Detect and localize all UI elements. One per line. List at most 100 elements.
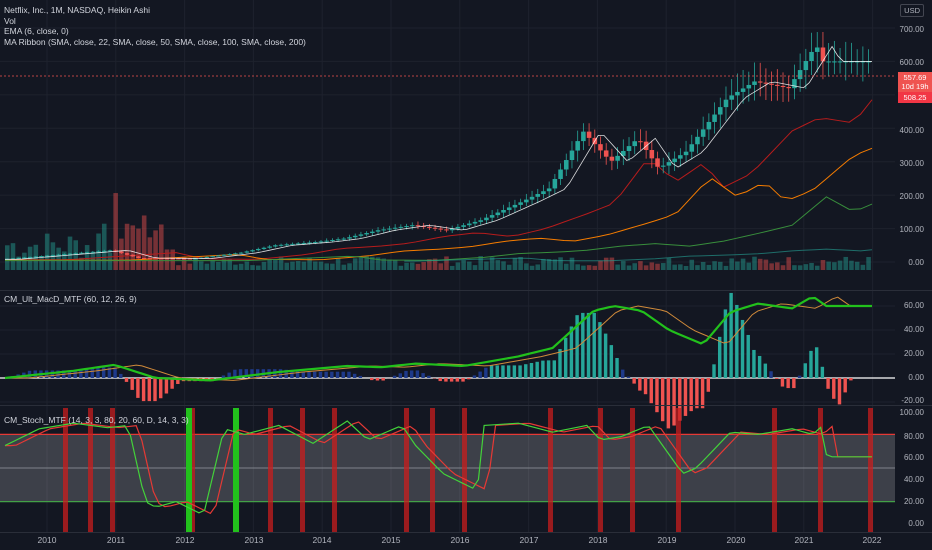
macd-histogram-bar [581, 312, 585, 378]
candle-body [409, 225, 415, 227]
candle-body [666, 162, 672, 166]
volume-indicator-label[interactable]: Vol [4, 15, 16, 26]
volume-bar [5, 245, 10, 270]
macd-histogram-bar [832, 378, 836, 399]
volume-bar [364, 256, 369, 270]
volume-bar [809, 262, 814, 270]
candle-body [90, 251, 96, 253]
candle-body [449, 228, 455, 231]
volume-bar [73, 240, 79, 270]
stoch-axis[interactable]: 100.00 80.00 60.00 40.00 20.00 0.00 [894, 405, 932, 532]
macd-tick: 40.00 [903, 325, 924, 334]
candle-body [763, 82, 769, 84]
stoch-overbought-marker [110, 408, 115, 532]
macd-histogram-bar [84, 369, 89, 378]
candle-body [706, 121, 712, 130]
volume-bar [79, 257, 84, 270]
currency-badge[interactable]: USD [900, 4, 924, 17]
candle-body [358, 234, 364, 236]
candle-body [67, 253, 73, 255]
candle-body [832, 61, 837, 63]
macd-histogram-bar [341, 371, 345, 378]
candle-body [324, 240, 329, 242]
volume-bar [524, 263, 529, 270]
volume-bar [147, 237, 153, 270]
year-label: 2014 [312, 535, 332, 545]
candle-body [809, 51, 814, 62]
candle-body [170, 258, 175, 260]
volume-bar [775, 262, 780, 270]
candle-body [432, 227, 438, 229]
macd-histogram-bar [809, 350, 813, 378]
candle-body [615, 155, 620, 161]
volume-bar [603, 257, 609, 270]
candle-body [797, 70, 803, 80]
stoch-overbought-marker [598, 408, 603, 532]
candle-body [712, 114, 717, 122]
macd-histogram-bar [752, 349, 756, 378]
candle-body [546, 188, 552, 192]
candle-body [837, 61, 843, 63]
candle-body [233, 253, 238, 255]
candle-body [649, 150, 655, 159]
candle-body [700, 129, 706, 137]
stoch-tick: 0.00 [908, 519, 924, 528]
candle-body [678, 155, 683, 159]
year-label: 2011 [106, 535, 126, 545]
year-label: 2016 [450, 535, 470, 545]
candle-body [575, 141, 580, 151]
volume-bar [740, 258, 746, 270]
macd-histogram-bar [495, 365, 499, 378]
volume-bar [849, 260, 854, 270]
macd-pane-label[interactable]: CM_Ult_MacD_MTF (60, 12, 26, 9) [4, 294, 137, 304]
volume-bar [586, 265, 592, 270]
macd-histogram-bar [683, 378, 688, 416]
candle-body [33, 256, 39, 258]
volume-bar [689, 259, 695, 270]
volume-bar [39, 257, 44, 270]
macd-histogram-bar [153, 378, 157, 402]
year-label: 2022 [862, 535, 882, 545]
macd-axis[interactable]: 60.00 40.00 20.00 0.00 -20.00 [894, 290, 932, 405]
macd-histogram-bar [398, 373, 402, 378]
candle-body [814, 47, 820, 52]
stoch-pane-label[interactable]: CM_Stoch_MTF (14, 3, 3, 80, 20, 60, D, 1… [4, 415, 189, 425]
volume-bar [352, 258, 358, 270]
volume-bar [843, 256, 849, 270]
candle-body [370, 231, 375, 234]
candle-body [603, 150, 609, 157]
candle-body [512, 204, 518, 208]
macd-histogram-bar [524, 364, 528, 378]
pane-separator[interactable] [0, 290, 932, 291]
time-axis[interactable]: 2010 2011 2012 2013 2014 2015 2016 2017 … [0, 532, 932, 550]
ma-ribbon-indicator-label[interactable]: MA Ribbon (SMA, close, 22, SMA, close, 5… [4, 36, 306, 47]
macd-histogram-bar [449, 378, 454, 382]
candle-body [415, 225, 421, 227]
macd-histogram-bar [90, 368, 94, 378]
candle-body [535, 194, 541, 197]
volume-bar [227, 259, 233, 270]
symbol-title[interactable]: Netflix, Inc., 1M, NASDAQ, Heikin Ashi [4, 5, 150, 15]
ema-indicator-label[interactable]: EMA (6, close, 0) [4, 26, 69, 36]
macd-histogram-bar [643, 378, 648, 395]
candle-body [489, 215, 495, 218]
volume-bar [301, 261, 307, 270]
candle-body [278, 244, 284, 246]
candle-body [238, 252, 244, 254]
pane-separator[interactable] [0, 405, 932, 406]
volume-bar [621, 261, 626, 270]
price-axis[interactable]: 700.00 600.00 400.00 300.00 200.00 100.0… [894, 0, 932, 290]
candle-body [250, 250, 255, 252]
stoch-tick: 80.00 [903, 432, 924, 441]
macd-histogram-bar [330, 371, 334, 378]
macd-histogram-bar [56, 370, 60, 378]
year-label: 2017 [519, 535, 539, 545]
macd-histogram-bar [489, 365, 494, 378]
year-label: 2012 [175, 535, 195, 545]
macd-histogram-bar [843, 378, 847, 393]
price-tick: 200.00 [899, 192, 924, 201]
volume-bar [370, 256, 375, 270]
volume-bar [792, 265, 797, 270]
volume-bar [769, 263, 774, 270]
